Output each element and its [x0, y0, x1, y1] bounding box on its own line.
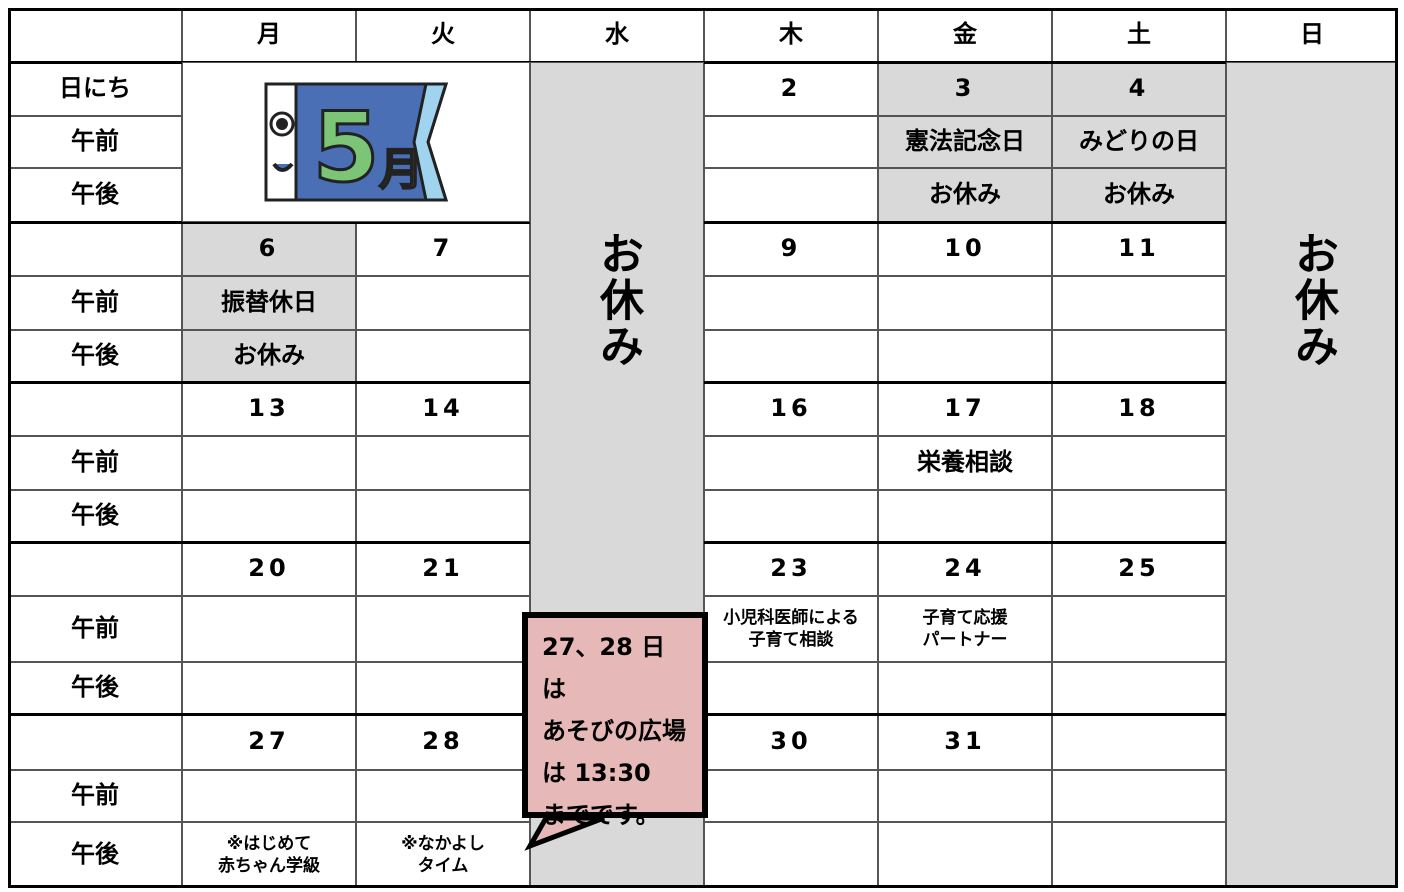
date-cell: 13: [182, 382, 356, 436]
event-cell: [1052, 596, 1226, 662]
event-cell: [1052, 330, 1226, 382]
date-cell: 6: [182, 222, 356, 276]
event-cell: [356, 490, 530, 542]
date-cell: 4: [1052, 62, 1226, 116]
date-cell: 10: [878, 222, 1052, 276]
month-number: 5: [313, 91, 380, 203]
event-cell: [356, 596, 530, 662]
event-cell: [182, 662, 356, 714]
day-header: 金: [878, 8, 1052, 62]
event-cell: 憲法記念日: [878, 116, 1052, 168]
row-label: 午後: [8, 822, 182, 888]
closed-column: お休み: [1226, 62, 1398, 888]
event-cell: [878, 490, 1052, 542]
row-label: 午後: [8, 490, 182, 542]
date-cell: 27: [182, 714, 356, 770]
event-cell: [1052, 822, 1226, 888]
event-cell: [704, 168, 878, 222]
event-cell: [704, 436, 878, 490]
event-cell: [1052, 770, 1226, 822]
event-cell: [356, 770, 530, 822]
event-cell: 栄養相談: [878, 436, 1052, 490]
closed-label: お休み: [1287, 231, 1338, 369]
event-cell: 小児科医師による 子育て相談: [704, 596, 878, 662]
date-cell: 31: [878, 714, 1052, 770]
event-cell: [1052, 490, 1226, 542]
event-cell: [182, 596, 356, 662]
row-label: 午前: [8, 596, 182, 662]
note-line: あそびの広場は 13:30: [542, 717, 686, 787]
callout-note: 27、28 日は あそびの広場は 13:30 までです。: [522, 612, 708, 829]
row-label: 午前: [8, 770, 182, 822]
row-label: 日にち: [8, 62, 182, 116]
date-cell: 14: [356, 382, 530, 436]
date-cell: 30: [704, 714, 878, 770]
day-header: 日: [1226, 8, 1398, 62]
row-label: 午前: [8, 436, 182, 490]
date-cell: 23: [704, 542, 878, 596]
day-header: 火: [356, 8, 530, 62]
date-cell: 2: [704, 62, 878, 116]
event-cell: [878, 276, 1052, 330]
date-cell: 18: [1052, 382, 1226, 436]
event-cell: [356, 276, 530, 330]
event-cell: [182, 490, 356, 542]
event-cell: 振替休日: [182, 276, 356, 330]
note-line: 27、28 日は: [542, 633, 666, 703]
closed-label: お休み: [592, 231, 643, 369]
month-unit: 月: [379, 144, 423, 195]
event-cell: [1052, 662, 1226, 714]
date-cell: 7: [356, 222, 530, 276]
event-cell: [182, 436, 356, 490]
note-line: までです。: [542, 801, 660, 829]
event-cell: [1052, 436, 1226, 490]
date-cell: 9: [704, 222, 878, 276]
event-cell: ※はじめて 赤ちゃん学級: [182, 822, 356, 888]
event-cell: [878, 822, 1052, 888]
row-label: 午後: [8, 662, 182, 714]
date-cell: 20: [182, 542, 356, 596]
event-cell: [878, 770, 1052, 822]
row-label: 午後: [8, 168, 182, 222]
event-cell: [704, 116, 878, 168]
row-label: 午後: [8, 330, 182, 382]
event-cell: [704, 770, 878, 822]
day-header: 月: [182, 8, 356, 62]
outer-border: [8, 8, 1398, 888]
event-cell: お休み: [878, 168, 1052, 222]
event-cell: [182, 770, 356, 822]
date-cell: 25: [1052, 542, 1226, 596]
day-header: 土: [1052, 8, 1226, 62]
event-cell: [878, 662, 1052, 714]
event-cell: [356, 436, 530, 490]
event-cell: お休み: [182, 330, 356, 382]
event-cell: [356, 330, 530, 382]
event-cell: みどりの日: [1052, 116, 1226, 168]
row-label: [8, 714, 182, 770]
event-cell: [1052, 276, 1226, 330]
event-cell: [704, 276, 878, 330]
day-header: 木: [704, 8, 878, 62]
event-cell: 子育て応援 パートナー: [878, 596, 1052, 662]
